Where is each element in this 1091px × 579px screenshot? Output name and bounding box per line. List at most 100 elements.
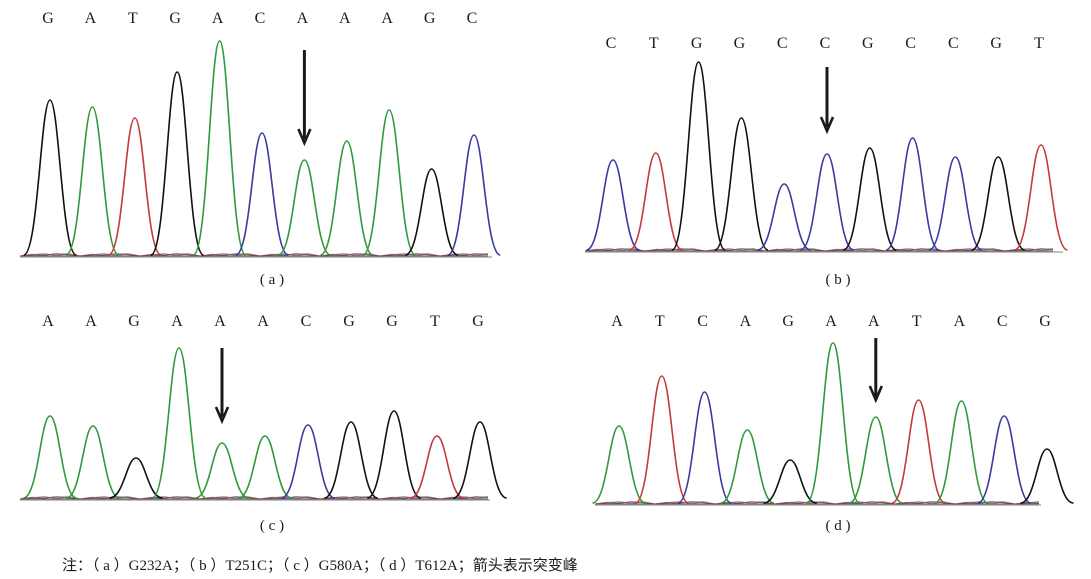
mutation-arrow-head: [297, 128, 312, 147]
peak-trace: [842, 147, 897, 251]
peak-trace: [677, 391, 732, 504]
panel-label-d: ( d ): [825, 518, 851, 534]
base-letter: T: [1034, 35, 1044, 52]
figure-note: 注：（ a ）G232A；（ b ）T251C；（ c ）G580A；（ d ）…: [62, 558, 578, 574]
peak-trace: [1020, 448, 1074, 504]
peak-trace: [277, 159, 332, 256]
base-letter: C: [254, 10, 266, 27]
peak-trace: [362, 109, 417, 256]
mutation-arrow-head: [819, 116, 835, 135]
base-letter: G: [690, 35, 703, 52]
peak-trace: [109, 457, 163, 499]
base-letter: G: [472, 313, 484, 330]
peak-trace: [320, 140, 374, 256]
peak-trace: [885, 137, 940, 251]
baseline-trace: [19, 253, 489, 257]
base-letter: C: [605, 35, 617, 52]
base-letter: C: [776, 35, 788, 52]
peak-trace: [281, 424, 335, 499]
base-letter: A: [214, 313, 226, 330]
base-letter: A: [211, 10, 224, 27]
chromatogram-panel-d: A T C A G A A T A C G ( d ): [592, 308, 1074, 540]
chromatogram-traces-a: [19, 40, 501, 258]
base-letter: A: [339, 10, 351, 27]
peak-trace: [757, 183, 812, 251]
peak-trace: [805, 342, 861, 504]
peak-trace: [108, 117, 162, 256]
peak-trace: [151, 347, 207, 499]
peak-trace: [1014, 144, 1068, 251]
peak-trace: [934, 400, 989, 504]
peak-trace: [366, 410, 422, 499]
base-letter: G: [169, 10, 181, 27]
panel-label-c: ( c ): [259, 518, 285, 534]
base-letter: C: [819, 35, 831, 52]
mutation-arrow-head: [868, 385, 883, 404]
base-letter: G: [1039, 313, 1051, 330]
base-letter: C: [466, 10, 478, 27]
peak-trace: [410, 435, 464, 499]
peak-trace: [235, 132, 289, 256]
chromatogram-panel-c: A A G A A A C G G T G ( c ): [19, 308, 507, 540]
base-letter: T: [911, 313, 922, 330]
base-letter: G: [733, 35, 746, 52]
base-letter: A: [868, 313, 880, 330]
base-letter: T: [654, 313, 665, 330]
peak-trace: [404, 168, 459, 256]
base-letter: G: [990, 35, 1002, 52]
peak-trace: [150, 71, 205, 256]
peak-trace: [763, 459, 817, 504]
base-letter: G: [782, 313, 794, 330]
baseline-trace: [19, 496, 489, 500]
peak-trace: [324, 421, 378, 499]
panel-label-a: ( a ): [259, 272, 285, 288]
base-letter: G: [343, 313, 355, 330]
base-letter: G: [42, 10, 54, 27]
peak-trace: [195, 442, 249, 499]
mutation-arrow-head: [214, 406, 230, 425]
peak-trace: [592, 425, 646, 504]
base-letter: A: [953, 313, 966, 330]
peak-trace: [971, 156, 1026, 251]
base-letter: C: [697, 313, 708, 330]
base-letter: A: [611, 313, 623, 330]
base-letter: C: [300, 313, 312, 330]
base-letter: A: [381, 10, 393, 27]
panel-label-b: ( b ): [825, 272, 851, 288]
peak-trace: [928, 156, 983, 251]
peak-trace: [586, 159, 640, 251]
peak-trace: [628, 152, 683, 251]
peak-trace: [848, 416, 903, 504]
base-letter: A: [42, 313, 54, 330]
peak-trace: [66, 425, 120, 499]
peak-trace: [714, 117, 769, 251]
baseline-trace: [594, 501, 1040, 505]
base-letter: T: [430, 313, 440, 330]
chromatogram-panel-a: G A T G A C A A A G C ( a ): [19, 10, 501, 300]
chromatogram-traces-b: [584, 61, 1068, 253]
peak-trace: [634, 375, 689, 504]
peak-trace: [453, 421, 507, 499]
chromatogram-panel-b: C T G G C C G C C G T ( b ): [584, 30, 1075, 300]
base-letter: T: [648, 35, 659, 52]
base-letter: A: [85, 313, 97, 330]
base-letter: G: [128, 313, 140, 330]
peak-trace: [800, 153, 854, 251]
peak-trace: [23, 415, 77, 499]
peak-trace: [720, 429, 775, 504]
base-letter: C: [948, 35, 959, 52]
baseline-trace: [584, 248, 1054, 252]
base-letter: A: [739, 313, 752, 330]
base-letter: A: [171, 313, 183, 330]
base-letter: A: [257, 313, 269, 330]
base-letter: C: [996, 313, 1008, 330]
base-letter: G: [386, 313, 398, 330]
peak-trace: [22, 99, 78, 256]
base-letter: C: [905, 35, 916, 52]
base-letter: A: [84, 10, 97, 27]
peak-trace: [65, 106, 120, 256]
base-letter: G: [862, 35, 874, 52]
peak-trace: [891, 399, 946, 504]
peak-trace: [977, 415, 1032, 504]
peak-trace: [238, 435, 292, 499]
